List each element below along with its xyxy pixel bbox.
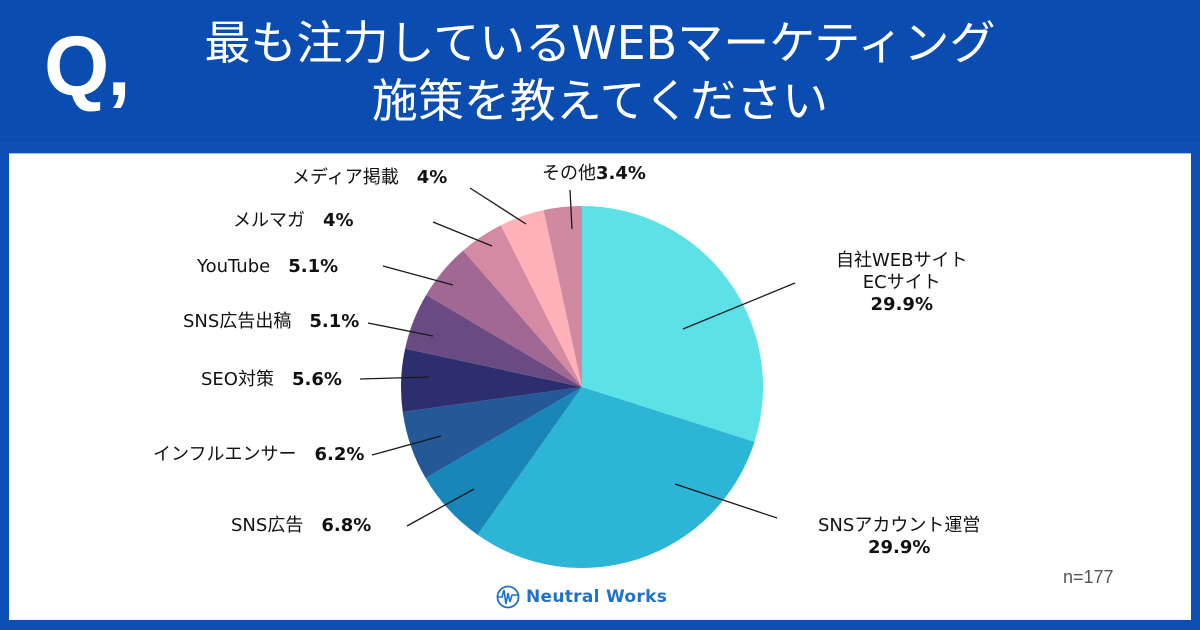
label-sns-ad-post-pct: 5.1% bbox=[309, 311, 360, 332]
label-sns-ad-name: SNS広告 bbox=[231, 515, 304, 536]
pie-slice bbox=[543, 206, 582, 387]
leader-line-mail-magazine bbox=[432, 221, 493, 247]
pie-slices bbox=[401, 206, 763, 568]
label-mail-magazine: メルマガ 4% bbox=[233, 210, 354, 232]
label-influencer-name: インフルエンサー bbox=[153, 444, 297, 465]
pie-slice bbox=[425, 387, 582, 535]
pie-slice bbox=[582, 206, 763, 442]
label-sns-account-pct: 29.9% bbox=[867, 537, 931, 558]
label-seo-pct: 5.6% bbox=[291, 369, 342, 390]
label-sns-ad: SNS広告 6.8% bbox=[231, 515, 371, 537]
pie-slice bbox=[402, 387, 582, 479]
pie-slice bbox=[500, 210, 582, 387]
label-own-site-pct: 29.9% bbox=[870, 294, 933, 315]
leader-line-sns-ad-post bbox=[367, 322, 434, 337]
label-mail-magazine-name: メルマガ bbox=[233, 210, 305, 231]
label-sns-ad-post: SNS広告出稿 5.1% bbox=[183, 311, 359, 333]
label-other-pct: 3.4% bbox=[596, 163, 646, 184]
header-banner: Q, 最も注力しているWEBマーケティング 施策を教えてください bbox=[0, 0, 1200, 142]
neutral-works-logo-icon bbox=[496, 585, 520, 609]
leader-line-other bbox=[569, 189, 573, 230]
label-mail-magazine-pct: 4% bbox=[323, 210, 354, 231]
leader-line-sns-ad bbox=[406, 488, 475, 527]
pie-slice bbox=[405, 294, 582, 387]
brand-logo: Neutral Works bbox=[496, 585, 667, 609]
label-youtube-pct: 5.1% bbox=[288, 256, 339, 277]
leader-line-influencer bbox=[371, 435, 442, 456]
label-sns-ad-post-name: SNS広告出稿 bbox=[183, 311, 292, 332]
label-own-site: 自社WEBサイト ECサイト 29.9% bbox=[836, 250, 968, 316]
label-seo: SEO対策 5.6% bbox=[201, 369, 342, 391]
label-youtube: YouTube 5.1% bbox=[197, 256, 338, 278]
pie-slice bbox=[426, 250, 582, 387]
leader-line-youtube bbox=[382, 265, 454, 286]
pie-slice bbox=[401, 348, 582, 412]
pie-slice bbox=[463, 225, 582, 387]
question-mark: Q, bbox=[44, 19, 131, 113]
label-seo-name: SEO対策 bbox=[201, 369, 274, 390]
label-influencer: インフルエンサー 6.2% bbox=[153, 444, 364, 466]
label-own-site-line2: ECサイト bbox=[862, 272, 941, 293]
pie-slice bbox=[477, 387, 755, 568]
label-media-pct: 4% bbox=[416, 167, 448, 188]
leader-line-own-site bbox=[682, 282, 796, 330]
question-title: 最も注力しているWEBマーケティング 施策を教えてください bbox=[150, 14, 1050, 130]
label-media-name: メディア掲載 bbox=[292, 167, 399, 188]
title-line-1: 最も注力しているWEBマーケティング bbox=[204, 16, 996, 70]
title-line-2: 施策を教えてください bbox=[371, 74, 829, 128]
leader-lines bbox=[359, 187, 796, 527]
label-influencer-pct: 6.2% bbox=[314, 444, 365, 465]
sample-size: n=177 bbox=[1063, 567, 1114, 587]
label-other-name: その他 bbox=[542, 163, 596, 184]
label-own-site-line1: 自社WEBサイト bbox=[836, 250, 968, 271]
brand-name: Neutral Works bbox=[526, 587, 668, 607]
label-sns-account: SNSアカウント運営 29.9% bbox=[818, 515, 980, 559]
leader-line-media bbox=[469, 187, 527, 225]
label-other: その他3.4% bbox=[542, 163, 646, 185]
leader-line-seo bbox=[359, 376, 430, 380]
label-media: メディア掲載 4% bbox=[292, 167, 447, 189]
label-sns-ad-pct: 6.8% bbox=[321, 515, 372, 536]
label-youtube-name: YouTube bbox=[197, 256, 271, 277]
label-sns-account-name: SNSアカウント運営 bbox=[818, 515, 981, 536]
leader-line-sns-account bbox=[674, 483, 778, 519]
